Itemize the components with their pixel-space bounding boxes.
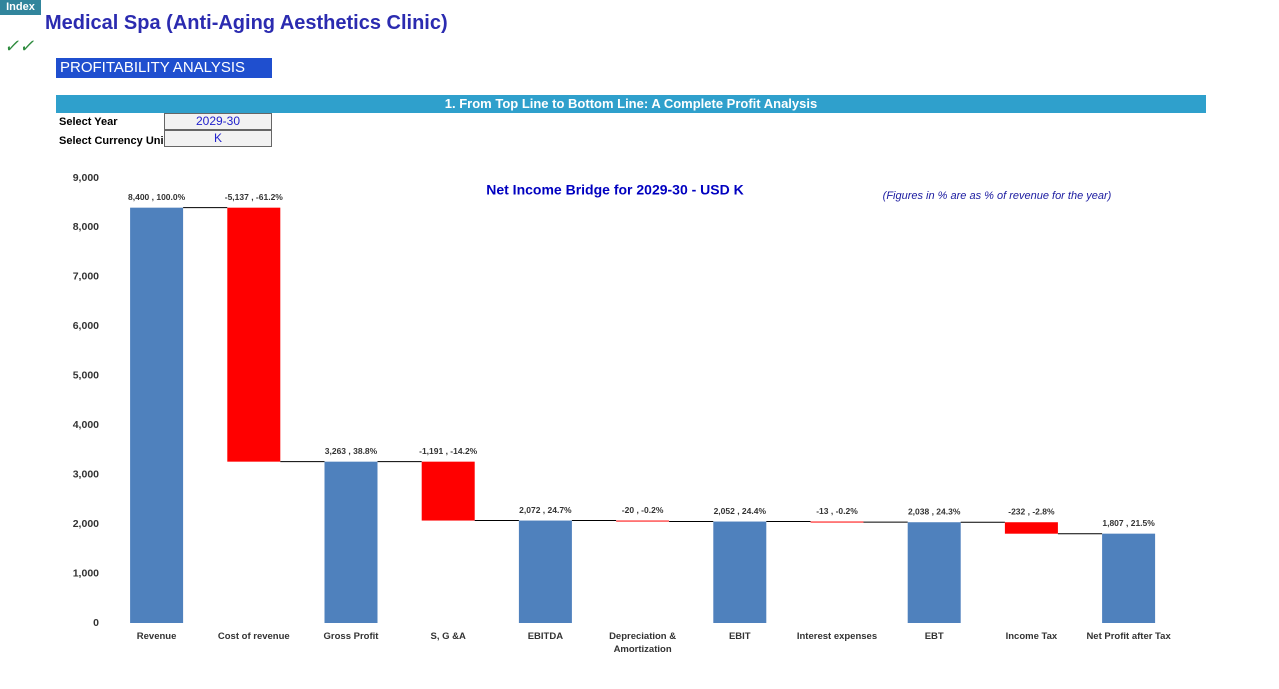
y-tick-label: 0 bbox=[93, 617, 99, 629]
bar bbox=[324, 461, 378, 623]
x-tick-label: Depreciation & Amortization bbox=[609, 631, 677, 655]
input-value[interactable]: 2029-30 bbox=[164, 113, 272, 130]
bar bbox=[227, 207, 281, 462]
checkmark: ✓✓ bbox=[4, 36, 35, 56]
y-tick-label: 4,000 bbox=[73, 419, 99, 431]
y-tick-label: 3,000 bbox=[73, 468, 99, 480]
banner: 1. From Top Line to Bottom Line: A Compl… bbox=[56, 95, 1206, 113]
x-tick-label: Income Tax bbox=[1005, 631, 1058, 642]
x-tick-label: EBIT bbox=[728, 631, 751, 642]
page-title: Medical Spa (Anti-Aging Aesthetics Clini… bbox=[45, 12, 448, 34]
value-label: -13 , -0.2% bbox=[816, 506, 858, 516]
x-tick-label: EBITDA bbox=[527, 631, 564, 642]
bar bbox=[1102, 533, 1156, 623]
input-label: Select Year bbox=[59, 116, 118, 128]
bar bbox=[1004, 522, 1058, 534]
bar bbox=[810, 521, 864, 523]
value-label: 2,038 , 24.3% bbox=[908, 506, 961, 516]
value-label: 8,400 , 100.0% bbox=[128, 192, 186, 202]
value-label: 2,052 , 24.4% bbox=[714, 506, 767, 516]
y-tick-label: 2,000 bbox=[73, 518, 99, 530]
x-tick-label: Revenue bbox=[136, 631, 177, 642]
section-header: PROFITABILITY ANALYSIS bbox=[56, 58, 272, 78]
y-tick-label: 1,000 bbox=[73, 567, 99, 579]
x-tick-label: Net Profit after Tax bbox=[1086, 631, 1171, 642]
bar bbox=[421, 461, 475, 521]
x-tick-label: Cost of revenue bbox=[217, 631, 290, 642]
x-tick-label: Gross Profit bbox=[323, 631, 379, 642]
bar bbox=[518, 520, 572, 623]
value-label: -20 , -0.2% bbox=[622, 505, 664, 515]
value-label: 3,263 , 38.8% bbox=[325, 446, 378, 456]
y-tick-label: 7,000 bbox=[73, 271, 99, 283]
y-tick-label: 9,000 bbox=[73, 172, 99, 184]
value-label: -232 , -2.8% bbox=[1008, 506, 1055, 516]
x-tick-label: S, G &A bbox=[430, 631, 466, 642]
bar bbox=[907, 522, 961, 623]
input-label: Select Currency Uni bbox=[59, 135, 164, 147]
value-label: -5,137 , -61.2% bbox=[225, 192, 284, 202]
y-tick-label: 5,000 bbox=[73, 370, 99, 382]
x-tick-label: EBT bbox=[924, 631, 944, 642]
value-label: -1,191 , -14.2% bbox=[419, 446, 478, 456]
value-label: 1,807 , 21.5% bbox=[1102, 518, 1155, 528]
y-tick-label: 8,000 bbox=[73, 221, 99, 233]
bar bbox=[713, 521, 767, 623]
chart-title: Net Income Bridge for 2029-30 - USD K bbox=[486, 182, 744, 198]
input-value[interactable]: K bbox=[164, 130, 272, 147]
bar bbox=[130, 207, 184, 623]
bar bbox=[616, 520, 670, 522]
x-tick-label: Interest expenses bbox=[796, 631, 878, 642]
index-tab[interactable]: Index bbox=[0, 0, 41, 15]
y-tick-label: 6,000 bbox=[73, 320, 99, 332]
value-label: 2,072 , 24.7% bbox=[519, 505, 572, 515]
chart-note: (Figures in % are as % of revenue for th… bbox=[883, 190, 1112, 202]
